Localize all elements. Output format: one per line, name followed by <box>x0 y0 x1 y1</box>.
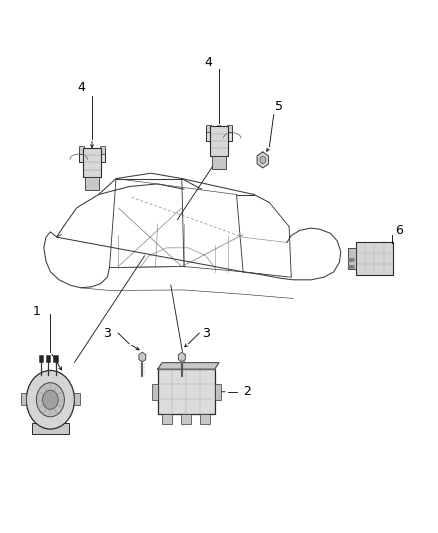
Bar <box>215 384 221 400</box>
Bar <box>74 393 80 405</box>
Bar <box>206 126 232 141</box>
Bar <box>227 125 232 132</box>
Bar <box>53 355 58 361</box>
Circle shape <box>348 265 350 269</box>
Text: 4: 4 <box>77 82 85 94</box>
Bar <box>152 384 158 400</box>
Bar <box>79 147 84 154</box>
Text: 4: 4 <box>204 56 212 69</box>
Circle shape <box>352 265 354 269</box>
Polygon shape <box>178 352 185 362</box>
Bar <box>357 243 392 274</box>
Bar <box>32 423 69 434</box>
Text: 5: 5 <box>276 100 283 113</box>
Polygon shape <box>257 152 268 168</box>
Text: 3: 3 <box>103 327 111 340</box>
Circle shape <box>42 390 58 409</box>
Circle shape <box>350 265 352 269</box>
Bar <box>212 156 226 168</box>
Bar <box>85 177 99 190</box>
Polygon shape <box>139 352 146 362</box>
Bar <box>181 415 191 424</box>
Circle shape <box>348 259 350 261</box>
Bar <box>79 148 105 163</box>
Bar <box>46 355 50 361</box>
Text: 2: 2 <box>244 385 251 398</box>
Polygon shape <box>158 362 219 369</box>
Text: 6: 6 <box>395 224 403 237</box>
Circle shape <box>36 383 64 417</box>
Circle shape <box>352 259 354 261</box>
Bar <box>206 125 211 132</box>
Bar <box>158 369 215 415</box>
Bar <box>21 393 26 405</box>
Bar <box>210 126 228 156</box>
Bar <box>39 355 43 361</box>
Bar <box>100 147 105 154</box>
Bar <box>200 415 210 424</box>
Text: 3: 3 <box>202 327 210 340</box>
Circle shape <box>260 156 266 164</box>
Bar <box>162 415 173 424</box>
Circle shape <box>350 259 352 261</box>
Bar <box>348 248 357 269</box>
Circle shape <box>26 370 74 429</box>
Text: 1: 1 <box>32 305 40 318</box>
Bar <box>83 148 101 177</box>
